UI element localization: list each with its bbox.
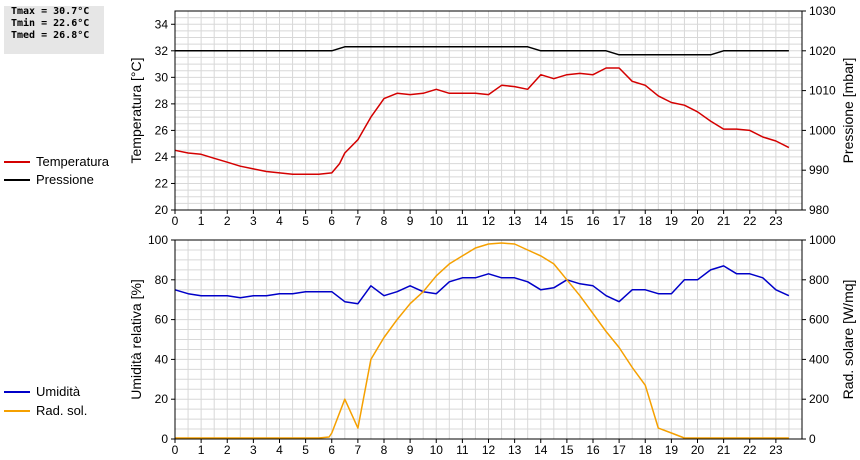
chart1-yr-tick-label: 980 xyxy=(809,203,829,217)
chart1-ylabel-right: Pressione [mbar] xyxy=(840,58,856,164)
legend-label-temperatura: Temperatura xyxy=(36,154,109,170)
chart2-yr-tick-label: 0 xyxy=(809,432,816,446)
chart1-x-tick-label: 13 xyxy=(508,214,522,228)
chart2-x-tick-label: 23 xyxy=(769,443,783,457)
chart2-series-umidit xyxy=(174,265,790,305)
chart2-x-tick-label: 1 xyxy=(198,443,205,457)
chart2-x-tick-label: 22 xyxy=(743,443,757,457)
chart2-x-tick-label: 5 xyxy=(302,443,309,457)
chart1-x-tick-label: 8 xyxy=(381,214,388,228)
chart1-x-tick-label: 0 xyxy=(172,214,179,228)
chart1-x-tick-label: 18 xyxy=(639,214,653,228)
chart2-x-tick-label: 2 xyxy=(224,443,231,457)
chart2-yr-tick-label: 600 xyxy=(809,313,829,327)
chart1-x-tick-label: 9 xyxy=(407,214,414,228)
legend-label-umidita: Umidità xyxy=(36,384,81,400)
chart1-x-tick-label: 17 xyxy=(612,214,626,228)
chart2-x-tick-label: 21 xyxy=(717,443,731,457)
chart2-yl-tick-label: 80 xyxy=(155,273,169,287)
chart2-x-tick-label: 11 xyxy=(456,443,469,457)
chart2-series-rad-sol xyxy=(175,242,789,439)
chart1-yl-tick-label: 26 xyxy=(155,123,169,137)
chart1-yr-tick-label: 1000 xyxy=(809,123,836,137)
chart1-x-tick-label: 19 xyxy=(665,214,679,228)
stat-tmax: Tmax = 30.7°C xyxy=(11,6,90,17)
chart2-x-tick-label: 0 xyxy=(172,443,179,457)
chart2-yl-tick-label: 100 xyxy=(148,233,168,247)
chart2-yr-tick-label: 200 xyxy=(809,392,829,406)
legend-swatch-umidita xyxy=(4,390,30,393)
chart1-x-tick-label: 5 xyxy=(302,214,309,228)
chart2-yr-tick-label: 800 xyxy=(809,273,829,287)
chart1-series-pressione xyxy=(175,46,789,56)
chart1-x-tick-label: 10 xyxy=(430,214,444,228)
legend-swatch-radsol xyxy=(4,409,30,412)
chart2-x-tick-label: 3 xyxy=(250,443,257,457)
chart1-yl-tick-label: 20 xyxy=(155,203,169,217)
chart1-x-tick-label: 15 xyxy=(560,214,574,228)
chart1-x-tick-label: 14 xyxy=(534,214,548,228)
legend-label-pressione: Pressione xyxy=(36,172,94,188)
chart1-yl-tick-label: 34 xyxy=(155,17,169,31)
chart2-yl-tick-label: 40 xyxy=(155,352,169,366)
chart2-x-tick-label: 4 xyxy=(276,443,283,457)
legend-label-radsol: Rad. sol. xyxy=(36,403,88,419)
chart2-ylabel-right: Rad. solare [W/mq] xyxy=(840,280,856,400)
chart2-x-tick-label: 20 xyxy=(691,443,705,457)
chart2-x-tick-label: 10 xyxy=(430,443,444,457)
chart1-x-tick-label: 22 xyxy=(743,214,757,228)
chart2-x-tick-label: 15 xyxy=(560,443,574,457)
chart1-x-tick-label: 11 xyxy=(456,214,469,228)
chart2-x-tick-label: 12 xyxy=(482,443,496,457)
chart2-x-tick-label: 19 xyxy=(665,443,679,457)
chart2-ylabel-left: Umidità relativa [%] xyxy=(128,279,144,400)
chart1-yl-tick-label: 32 xyxy=(155,44,169,58)
chart2-x-tick-label: 14 xyxy=(534,443,548,457)
legend-umidita: Umidità xyxy=(4,383,80,399)
stat-tmed: Tmed = 26.8°C xyxy=(11,30,90,41)
chart1-yl-tick-label: 22 xyxy=(155,176,169,190)
chart1-ylabel-left: Temperatura [°C] xyxy=(128,58,144,164)
chart2-yl-tick-label: 60 xyxy=(155,313,169,327)
chart1-x-tick-label: 2 xyxy=(224,214,231,228)
chart2-x-tick-label: 8 xyxy=(381,443,388,457)
chart1-yr-tick-label: 1010 xyxy=(809,84,836,98)
chart1-yl-tick-label: 30 xyxy=(155,70,169,84)
chart1-series-temperatura xyxy=(174,67,790,175)
legend-swatch-temperatura xyxy=(4,160,30,163)
chart2-x-tick-label: 16 xyxy=(586,443,600,457)
chart2-x-tick-label: 17 xyxy=(612,443,626,457)
chart2-x-tick-label: 9 xyxy=(407,443,414,457)
chart2-yr-tick-label: 1000 xyxy=(809,233,836,247)
chart1-yr-tick-label: 1030 xyxy=(809,4,836,18)
chart2-x-tick-label: 18 xyxy=(639,443,653,457)
legend-temperatura: Temperatura xyxy=(4,153,109,169)
chart1-x-tick-label: 23 xyxy=(769,214,783,228)
chart1-x-tick-label: 3 xyxy=(250,214,257,228)
chart1-x-tick-label: 7 xyxy=(355,214,362,228)
chart1-yr-tick-label: 990 xyxy=(809,163,829,177)
chart2-yl-tick-label: 0 xyxy=(161,432,168,446)
chart1-x-tick-label: 1 xyxy=(198,214,205,228)
chart1-x-tick-label: 4 xyxy=(276,214,283,228)
legend-radsol: Rad. sol. xyxy=(4,402,87,418)
chart1-yr-tick-label: 1020 xyxy=(809,44,836,58)
chart1-yl-tick-label: 28 xyxy=(155,97,169,111)
chart1-x-tick-label: 12 xyxy=(482,214,496,228)
chart2-x-tick-label: 6 xyxy=(328,443,335,457)
chart2-yl-tick-label: 20 xyxy=(155,392,169,406)
chart2-x-tick-label: 13 xyxy=(508,443,522,457)
legend-swatch-pressione xyxy=(4,178,30,181)
stat-tmin: Tmin = 22.6°C xyxy=(11,18,90,29)
chart2-yr-tick-label: 400 xyxy=(809,352,829,366)
legend-pressione: Pressione xyxy=(4,171,94,187)
chart1-yl-tick-label: 24 xyxy=(155,150,169,164)
chart2-x-tick-label: 7 xyxy=(355,443,362,457)
chart1-x-tick-label: 6 xyxy=(328,214,335,228)
chart1-x-tick-label: 20 xyxy=(691,214,705,228)
chart1-x-tick-label: 16 xyxy=(586,214,600,228)
chart1-x-tick-label: 21 xyxy=(717,214,731,228)
stats-box: Tmax = 30.7°C Tmin = 22.6°C Tmed = 26.8°… xyxy=(4,6,104,54)
